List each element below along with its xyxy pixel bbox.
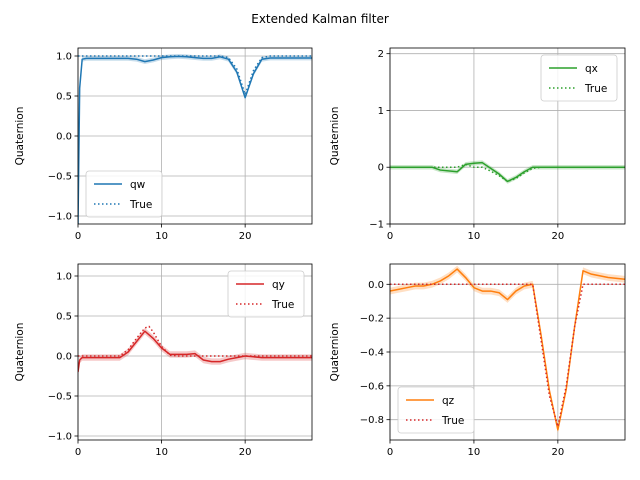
x-tick-label: 20: [551, 447, 564, 458]
legend: qy True: [227, 270, 305, 318]
x-tick-label: 0: [75, 231, 81, 242]
legend-entry-label: True: [129, 199, 152, 211]
figure-title: Extended Kalman filter: [251, 12, 389, 26]
plot-area: [78, 325, 312, 376]
y-tick-label: −0.5: [48, 392, 72, 403]
x-tick-label: 10: [155, 447, 168, 458]
y-tick-label: 0.0: [56, 132, 72, 143]
x-tick-label: 0: [387, 447, 393, 458]
plot-area: [78, 54, 312, 224]
y-tick-label: −0.2: [360, 314, 384, 325]
subplot-qy: 0 10 20 1.0 0.5 0.0 −0.5 −1.0 Quaternion qy True: [14, 263, 313, 458]
subplot-qw: 0 10 20 1.0 0.5 0.0 −0.5 −1.0 Quaternion qw True: [14, 47, 313, 242]
series-qy-uncertainty-band: [78, 328, 312, 376]
legend: qz True: [397, 386, 475, 434]
y-axis-label: Quaternion: [329, 323, 341, 382]
y-tick-label: 0: [378, 163, 384, 174]
axes-frame: [389, 47, 626, 225]
x-tick-label: 10: [468, 231, 481, 242]
series-qx-uncertainty-band: [390, 160, 625, 184]
y-tick-label: 2: [378, 49, 384, 60]
legend-box: [540, 54, 618, 102]
axes-frame: [77, 263, 313, 441]
subplot-qz: 0 10 20 0.0 −0.2 −0.4 −0.6 −0.8 Quaternion qz True: [329, 263, 626, 458]
y-tick-label: 0.5: [56, 312, 72, 323]
legend-entry-label: True: [441, 415, 464, 427]
y-axis-label: Quaternion: [14, 107, 26, 166]
series-qw-estimate-line: [78, 55, 312, 224]
legend-entry-label: qx: [585, 63, 598, 75]
y-tick-label: −0.8: [360, 415, 384, 426]
plot-area: [390, 160, 625, 184]
x-tick-label: 20: [239, 231, 252, 242]
legend-box: [397, 386, 475, 434]
y-tick-label: −0.6: [360, 381, 384, 392]
series-qz-estimate-line: [390, 268, 625, 431]
legend-entry-label: True: [584, 83, 607, 95]
series-qy-true-line: [78, 325, 312, 357]
y-tick-label: −1: [369, 220, 384, 231]
y-axis-label: Quaternion: [329, 107, 341, 166]
plot-area: [390, 265, 625, 434]
y-tick-label: −0.4: [360, 348, 384, 359]
legend-box: [227, 270, 305, 318]
x-tick-label: 20: [551, 231, 564, 242]
y-tick-label: 0.5: [56, 92, 72, 103]
series-qw-true-line: [78, 55, 312, 96]
legend-entry-label: qw: [130, 179, 146, 191]
y-axis-label: Quaternion: [14, 323, 26, 382]
legend: qx True: [540, 54, 618, 102]
x-tick-label: 10: [468, 447, 481, 458]
y-tick-label: −0.5: [48, 172, 72, 183]
y-tick-label: −1.0: [48, 432, 72, 443]
x-tick-label: 10: [155, 231, 168, 242]
series-qy-estimate-line: [78, 330, 312, 373]
legend-box: [85, 170, 163, 218]
legend-entry-label: qy: [272, 279, 285, 291]
y-tick-label: 1: [378, 106, 384, 117]
y-tick-label: 1.0: [56, 52, 72, 63]
series-qx-true-line: [390, 163, 625, 183]
legend-entry-label: True: [271, 299, 294, 311]
y-tick-label: −1.0: [48, 212, 72, 223]
y-tick-label: 1.0: [56, 272, 72, 283]
y-tick-label: 0.0: [56, 352, 72, 363]
y-tick-label: 0.0: [368, 280, 384, 291]
legend: qw True: [85, 170, 163, 218]
x-tick-label: 20: [239, 447, 252, 458]
x-tick-label: 0: [75, 447, 81, 458]
x-tick-label: 0: [387, 231, 393, 242]
legend-entry-label: qz: [442, 395, 455, 407]
